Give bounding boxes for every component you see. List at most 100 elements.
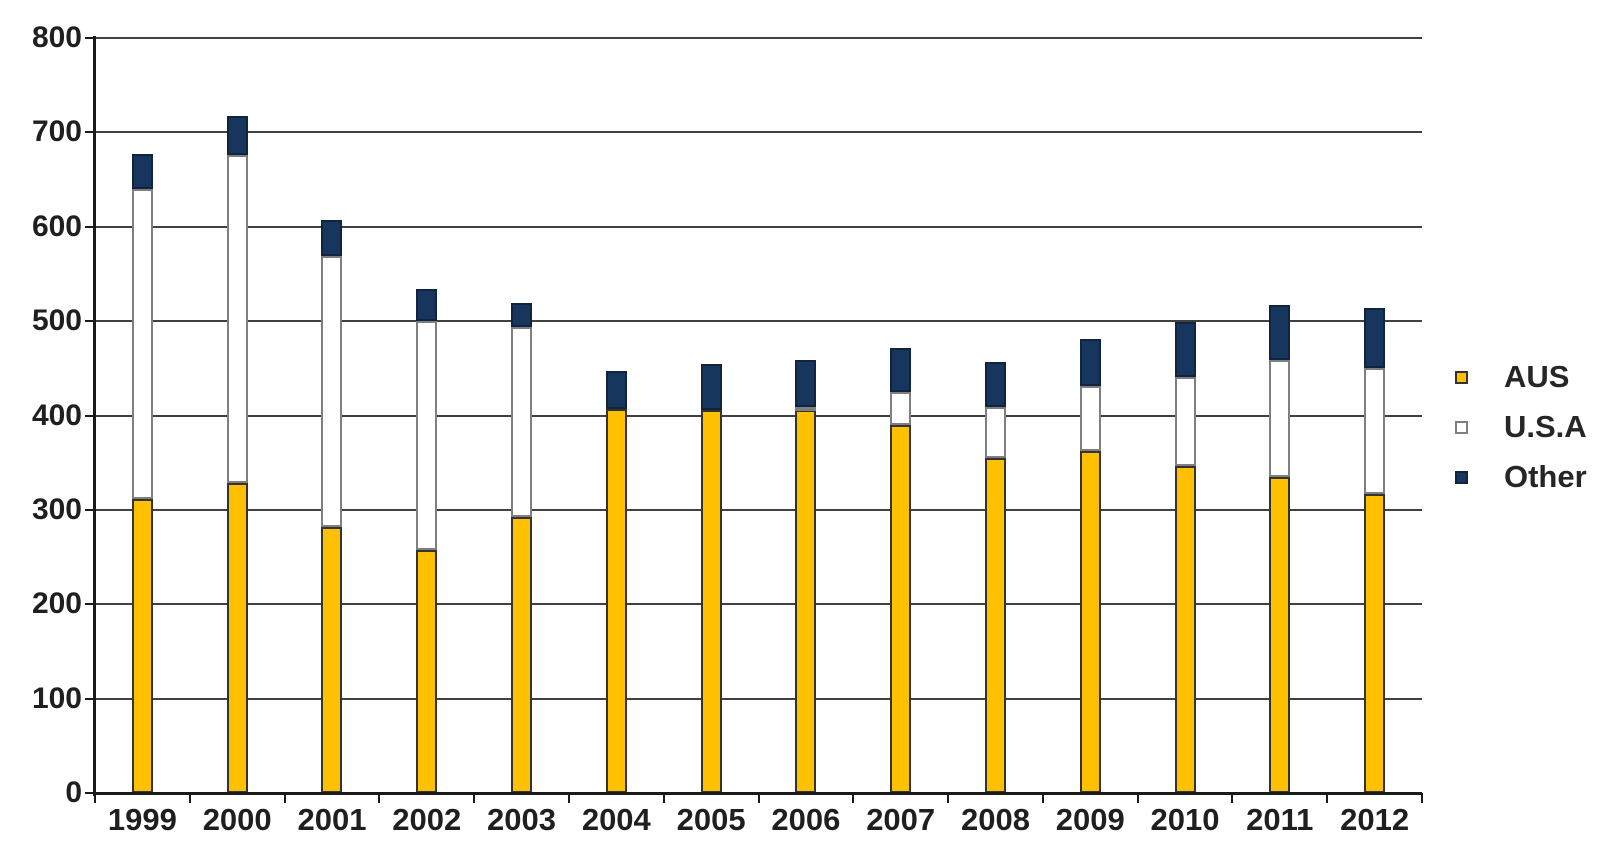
y-tick [85, 320, 95, 323]
x-tick [1326, 793, 1329, 803]
x-tick [1136, 793, 1139, 803]
bar-segment-2001-aus [321, 526, 343, 793]
y-tick [85, 508, 95, 511]
y-axis-label: 600 [31, 209, 82, 243]
gridline [95, 508, 1422, 511]
bar-segment-2005-other [700, 363, 722, 410]
y-tick [85, 131, 95, 134]
y-axis-label: 500 [31, 304, 82, 338]
x-axis-baseline [93, 792, 1422, 795]
bar-segment-1999-other [131, 154, 153, 189]
x-axis-label: 2001 [297, 802, 367, 837]
x-axis-label: 2004 [581, 802, 651, 837]
bar-segment-2011-aus [1269, 476, 1291, 793]
gridline [95, 603, 1422, 606]
bar-segment-2005-aus [700, 409, 722, 793]
gridline [95, 225, 1422, 228]
bar-segment-2007-other [890, 348, 912, 392]
y-axis-label: 800 [31, 21, 82, 54]
bar-segment-2008-other [984, 361, 1006, 407]
x-tick [378, 793, 381, 803]
x-axis-label: 1999 [107, 802, 177, 837]
bar-segment-2004-aus [605, 408, 627, 793]
bar-segment-2012-aus [1364, 493, 1386, 793]
bar-segment-2002-usa [416, 321, 438, 550]
legend-label-usa: U.S.A [1504, 409, 1587, 444]
bar-segment-2010-usa [1174, 376, 1196, 466]
y-tick [85, 603, 95, 606]
legend-marker-aus-icon [1455, 370, 1468, 384]
x-tick [1421, 793, 1423, 803]
bar-segment-2010-aus [1174, 465, 1196, 793]
bar-segment-2007-aus [890, 424, 912, 793]
y-axis-label: 700 [31, 115, 82, 149]
bar-segment-2003-usa [511, 326, 533, 518]
x-axis-label: 2007 [866, 802, 936, 837]
x-tick [283, 793, 286, 803]
gridline [95, 414, 1422, 417]
legend-item-usa: U.S.A [1443, 402, 1587, 452]
x-tick [852, 793, 855, 803]
x-tick [94, 793, 96, 803]
y-axis-label: 200 [31, 587, 82, 621]
bar-segment-2006-aus [795, 409, 817, 793]
bar-segment-2007-usa [890, 391, 912, 425]
bar-segment-2000-aus [226, 483, 248, 793]
y-axis-line [93, 36, 96, 796]
legend-marker-usa-icon [1455, 420, 1468, 434]
gridline [95, 697, 1422, 700]
x-axis-label: 2009 [1055, 802, 1125, 837]
bar-segment-2002-aus [416, 549, 438, 793]
x-axis-label: 2011 [1246, 802, 1314, 837]
bar-segment-2000-other [226, 116, 248, 156]
x-tick [1041, 793, 1044, 803]
x-axis-label: 2008 [960, 802, 1030, 837]
y-axis-label: 0 [65, 776, 82, 809]
x-tick [757, 793, 760, 803]
bar-segment-2003-aus [511, 517, 533, 793]
gridline [95, 320, 1422, 323]
chart-legend: AUS U.S.A Other [1443, 352, 1587, 502]
legend-item-aus: AUS [1443, 352, 1587, 402]
x-axis-label: 2003 [487, 802, 557, 837]
y-axis-label: 300 [31, 492, 82, 526]
bar-segment-2001-usa [321, 256, 343, 527]
bar-segment-2006-other [795, 359, 817, 407]
y-tick [85, 792, 95, 794]
x-tick [947, 793, 950, 803]
legend-label-aus: AUS [1504, 359, 1570, 394]
legend-label-other: Other [1504, 459, 1587, 494]
x-axis-label: 2000 [202, 802, 272, 837]
bar-segment-2002-other [416, 289, 438, 322]
bar-segment-2008-usa [984, 407, 1006, 458]
y-tick [85, 225, 95, 228]
bar-segment-1999-aus [131, 498, 153, 793]
bar-segment-2009-usa [1079, 386, 1101, 452]
x-axis-label: 2002 [392, 802, 462, 837]
y-tick [85, 414, 95, 417]
bar-segment-2012-other [1364, 307, 1386, 369]
legend-item-other: Other [1443, 452, 1587, 502]
x-axis-label: 2006 [771, 802, 841, 837]
bar-segment-2006-usa [795, 407, 817, 411]
bar-segment-1999-usa [131, 189, 153, 499]
x-axis-label: 2012 [1340, 802, 1410, 837]
bar-segment-2012-usa [1364, 368, 1386, 494]
y-axis-label: 100 [31, 681, 82, 715]
x-axis-label: 2005 [676, 802, 746, 837]
y-axis-label: 400 [31, 398, 82, 432]
bar-segment-2011-other [1269, 305, 1291, 360]
x-axis-label: 2010 [1150, 802, 1220, 837]
y-tick [85, 697, 95, 700]
bar-segment-2008-aus [984, 457, 1006, 793]
bar-segment-2009-other [1079, 339, 1101, 387]
gridline [95, 131, 1422, 134]
gridline [95, 37, 1422, 39]
bar-segment-2000-usa [226, 155, 248, 484]
bar-segment-2009-aus [1079, 451, 1101, 793]
x-tick [473, 793, 476, 803]
bar-segment-2004-other [605, 371, 627, 409]
bar-segment-2010-other [1174, 322, 1196, 377]
legend-marker-other-icon [1455, 470, 1468, 484]
